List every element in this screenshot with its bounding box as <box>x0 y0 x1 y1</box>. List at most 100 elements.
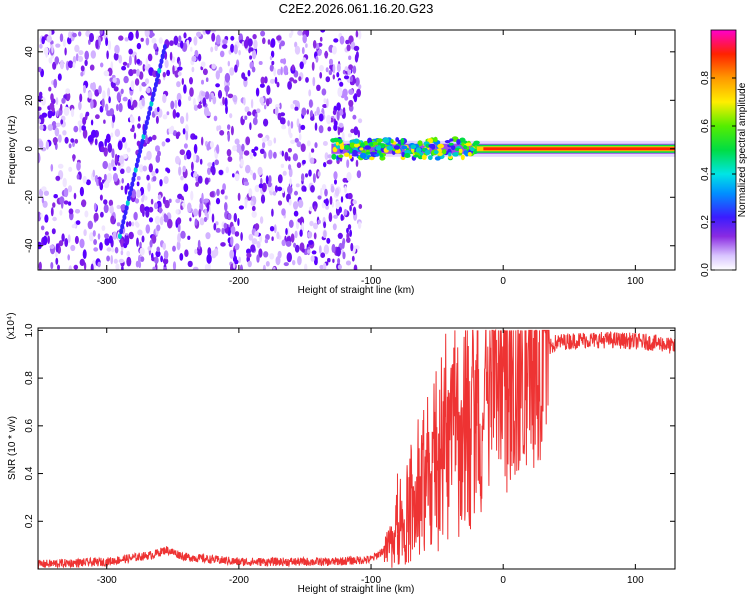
noise-blob <box>78 101 82 111</box>
noise-blob <box>55 43 61 48</box>
noise-blob <box>104 233 110 239</box>
noise-blob <box>147 182 151 192</box>
noise-blob <box>205 30 211 35</box>
noise-blob <box>136 42 142 50</box>
noise-blob <box>353 45 360 52</box>
signal-blob <box>401 145 408 150</box>
noise-blob <box>175 112 180 118</box>
noise-blob <box>179 253 184 261</box>
y-tick-label: 0.8 <box>24 371 35 385</box>
noise-blob <box>178 35 182 42</box>
noise-blob <box>183 32 187 39</box>
noise-blob <box>230 35 235 41</box>
noise-blob <box>89 64 95 71</box>
noise-blob <box>292 260 296 266</box>
stripe-point <box>149 100 154 107</box>
noise-blob <box>98 36 101 46</box>
noise-blob <box>157 194 162 200</box>
noise-blob <box>113 52 119 61</box>
noise-blob <box>193 98 196 107</box>
colorbar-tick-label: 0.8 <box>700 71 711 85</box>
noise-blob <box>133 211 138 221</box>
noise-blob <box>243 39 249 49</box>
noise-blob <box>62 177 67 188</box>
stripe-point <box>140 138 145 145</box>
signal-blob <box>448 152 452 157</box>
noise-blob <box>120 185 124 191</box>
noise-blob <box>219 50 225 58</box>
noise-blob <box>346 227 349 234</box>
noise-blob <box>101 225 106 232</box>
noise-blob <box>136 237 139 247</box>
noise-blob <box>305 43 308 48</box>
noise-blob <box>271 208 274 217</box>
noise-blob <box>191 55 197 62</box>
noise-blob <box>358 204 363 209</box>
noise-blob <box>43 235 48 246</box>
signal-blob <box>444 140 451 144</box>
snr-xlabel: Height of straight line (km) <box>298 584 415 595</box>
noise-blob <box>51 228 56 235</box>
noise-blob <box>133 132 137 140</box>
noise-blob <box>287 148 292 153</box>
noise-blob <box>110 255 113 265</box>
noise-blob <box>106 110 112 117</box>
noise-blob <box>177 71 182 77</box>
signal-blob <box>335 141 339 146</box>
noise-blob <box>218 169 224 176</box>
stripe-point <box>159 58 164 65</box>
noise-blob <box>294 230 298 239</box>
noise-blob <box>201 79 204 85</box>
noise-blob <box>202 97 207 107</box>
noise-blob <box>54 56 60 65</box>
x-tick-label: 0 <box>500 276 506 287</box>
stripe-point <box>125 200 130 206</box>
noise-blob <box>67 60 74 69</box>
noise-blob <box>49 244 55 249</box>
noise-blob <box>152 266 156 270</box>
noise-blob <box>263 251 269 258</box>
noise-blob <box>332 223 337 231</box>
signal-blob <box>348 155 353 159</box>
noise-blob <box>52 61 57 70</box>
noise-blob <box>277 200 283 206</box>
noise-blob <box>156 246 160 253</box>
noise-blob <box>342 107 346 114</box>
noise-blob <box>145 57 148 67</box>
noise-blob <box>130 128 135 132</box>
noise-blob <box>173 35 179 46</box>
noise-blob <box>319 264 324 270</box>
noise-blob <box>150 198 154 205</box>
noise-blob <box>356 88 361 98</box>
noise-blob <box>45 141 50 150</box>
noise-blob <box>272 266 276 270</box>
noise-blob <box>121 266 124 270</box>
signal-blob <box>351 153 359 157</box>
noise-blob <box>337 232 343 239</box>
noise-blob <box>234 64 238 73</box>
noise-blob <box>87 91 93 99</box>
noise-blob <box>314 142 318 149</box>
noise-blob <box>110 132 114 138</box>
noise-blob <box>112 166 117 171</box>
noise-blob <box>38 106 42 111</box>
noise-blob <box>353 93 358 103</box>
noise-blob <box>276 35 282 41</box>
stripe-point <box>157 67 162 74</box>
signal-blob <box>410 144 417 150</box>
noise-blob <box>58 134 62 143</box>
noise-blob <box>296 162 302 169</box>
noise-blob <box>323 221 327 229</box>
noise-blob <box>193 36 198 46</box>
noise-blob <box>328 212 333 223</box>
noise-blob <box>103 119 106 124</box>
noise-blob <box>163 266 167 270</box>
noise-blob <box>351 255 355 262</box>
noise-blob <box>89 32 94 43</box>
signal-blob <box>456 139 461 145</box>
noise-blob <box>299 61 304 70</box>
noise-blob <box>267 139 273 147</box>
signal-band-core-red <box>483 147 675 151</box>
noise-blob <box>139 247 145 256</box>
stripe-point <box>148 105 153 112</box>
